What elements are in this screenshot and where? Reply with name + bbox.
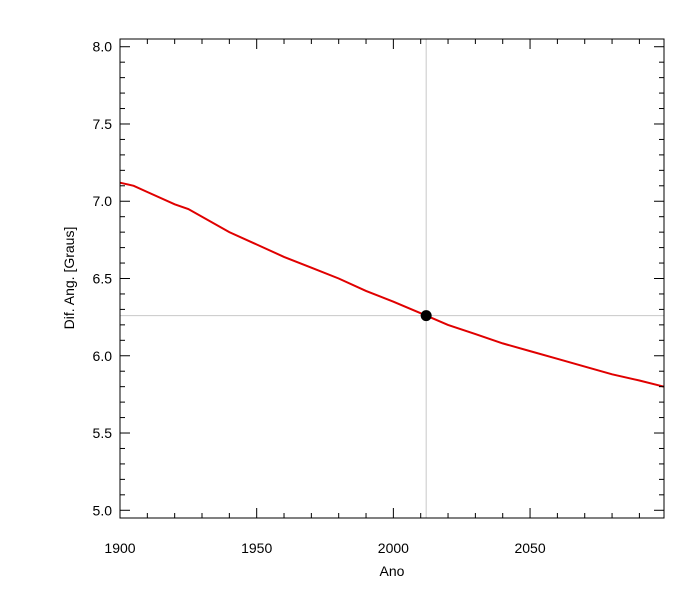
ticks-layer — [119, 39, 664, 518]
y-tick-label: 8.0 — [93, 39, 113, 55]
x-tick-label: 2000 — [378, 540, 409, 556]
series-line-0 — [119, 181, 665, 388]
y-tick-label: 5.5 — [93, 425, 113, 441]
tick-labels: 1900 1950 2000 2050 5.0 5.5 6.0 6.5 7.0 7.5 8.0 — [93, 39, 546, 556]
x-tick-label: 2050 — [514, 540, 545, 556]
y-tick-label: 7.5 — [93, 116, 113, 132]
plot-frame — [119, 38, 665, 519]
y-tick-label: 7.0 — [93, 193, 113, 209]
x-tick-label: 1900 — [104, 540, 135, 556]
plot-layer — [119, 39, 665, 518]
y-tick-label: 6.5 — [93, 271, 113, 287]
x-tick-label: 1950 — [241, 540, 272, 556]
y-tick-label: 6.0 — [93, 348, 113, 364]
marker-point — [420, 310, 432, 322]
y-axis-title: Dif. Ang. [Graus] — [61, 227, 77, 330]
y-tick-label: 5.0 — [93, 502, 113, 518]
x-axis-title: Ano — [380, 563, 405, 579]
